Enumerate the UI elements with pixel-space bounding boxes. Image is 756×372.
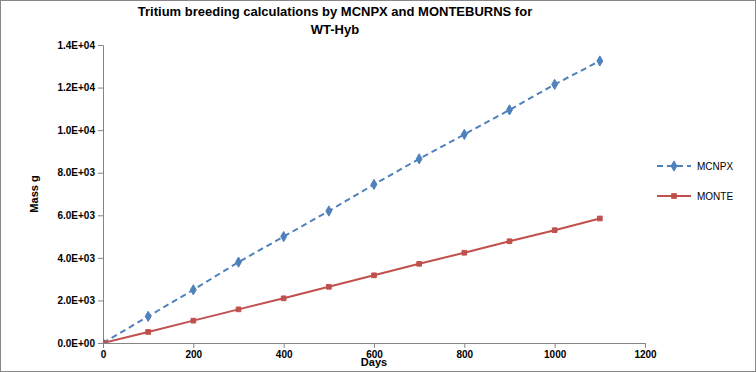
legend-label: MONTE bbox=[697, 191, 733, 202]
marker bbox=[417, 261, 422, 266]
marker bbox=[372, 273, 377, 278]
tick: 0 bbox=[101, 343, 107, 360]
marker bbox=[281, 231, 287, 241]
marker bbox=[103, 341, 105, 343]
legend-item: MONTE bbox=[657, 191, 733, 202]
axis-line bbox=[104, 344, 646, 349]
x-axis-title: Days bbox=[361, 356, 387, 368]
tick-mark bbox=[98, 343, 103, 344]
tick-mark bbox=[98, 130, 103, 131]
marker bbox=[371, 179, 377, 189]
y-axis-title: Mass g bbox=[28, 175, 40, 212]
title-line: WT-Hyb bbox=[311, 22, 359, 37]
tick: 6.0E+03 bbox=[57, 210, 103, 221]
legend-label: MCNPX bbox=[697, 161, 733, 172]
marker bbox=[552, 228, 557, 233]
tick-label: 4.0E+03 bbox=[57, 253, 95, 264]
legend-item: MCNPX bbox=[657, 161, 733, 172]
tick-label: 1.2E+04 bbox=[57, 82, 95, 93]
tick-mark bbox=[98, 173, 103, 174]
tick-label: 0 bbox=[101, 349, 107, 360]
tick: 400 bbox=[276, 343, 293, 360]
tick-mark bbox=[284, 343, 285, 348]
marker bbox=[461, 129, 467, 139]
plot: 0200400600800100012000.0E+002.0E+034.0E+… bbox=[57, 40, 657, 360]
marker bbox=[597, 216, 602, 221]
marker bbox=[146, 330, 151, 335]
tick-mark bbox=[98, 215, 103, 216]
tick-mark bbox=[98, 300, 103, 301]
chart-border bbox=[1, 1, 756, 372]
data-area bbox=[103, 56, 603, 343]
axis-line bbox=[98, 46, 104, 344]
tick-label: 200 bbox=[185, 349, 202, 360]
chart: 0200400600800100012000.0E+002.0E+034.0E+… bbox=[0, 0, 756, 372]
marker bbox=[507, 105, 513, 115]
marker bbox=[597, 56, 603, 66]
marker bbox=[236, 257, 242, 267]
tick: 1000 bbox=[544, 343, 567, 360]
marker bbox=[462, 250, 467, 255]
marker bbox=[416, 154, 422, 164]
tick: 800 bbox=[456, 343, 473, 360]
legend: MCNPX MONTE bbox=[657, 161, 733, 202]
tick: 4.0E+03 bbox=[57, 253, 103, 264]
legend-marker bbox=[672, 194, 677, 199]
marker bbox=[552, 79, 558, 89]
tick-label: 1000 bbox=[544, 349, 567, 360]
legend-marker bbox=[671, 161, 677, 171]
marker bbox=[103, 338, 106, 343]
tick-mark bbox=[645, 343, 646, 348]
tick-mark bbox=[555, 343, 556, 348]
tick-label: 1.4E+04 bbox=[57, 40, 95, 51]
tick-mark bbox=[193, 343, 194, 348]
series-line bbox=[103, 218, 600, 343]
title-line: Tritium breeding calculations by MCNPX a… bbox=[138, 4, 532, 19]
tick: 1.0E+04 bbox=[57, 125, 103, 136]
tick-label: 1200 bbox=[634, 349, 657, 360]
tick-label: 8.0E+03 bbox=[57, 167, 95, 178]
tick: 1.4E+04 bbox=[57, 40, 103, 51]
tick: 0.0E+00 bbox=[57, 338, 103, 349]
tick-label: 0.0E+00 bbox=[57, 338, 95, 349]
tick-mark bbox=[98, 88, 103, 89]
tick-mark bbox=[464, 343, 465, 348]
marker bbox=[326, 284, 331, 289]
tick-mark bbox=[98, 45, 103, 46]
tick-mark bbox=[374, 343, 375, 348]
marker bbox=[507, 239, 512, 244]
tick-label: 1.0E+04 bbox=[57, 125, 95, 136]
marker bbox=[191, 318, 196, 323]
tick-label: 2.0E+03 bbox=[57, 295, 95, 306]
tick: 2.0E+03 bbox=[57, 295, 103, 306]
marker bbox=[326, 206, 332, 216]
y-axis: 0.0E+00 2.0E+03 4.0E+03 6.0E+03 8.0E+03 1.0E+… bbox=[57, 40, 103, 349]
tick: 1.2E+04 bbox=[57, 82, 103, 93]
tick-label: 400 bbox=[276, 349, 293, 360]
tick-label: 6.0E+03 bbox=[57, 210, 95, 221]
series-line bbox=[103, 61, 600, 343]
tick: 200 bbox=[185, 343, 202, 360]
tick: 8.0E+03 bbox=[57, 167, 103, 178]
title: Tritium breeding calculations by MCNPX a… bbox=[138, 4, 532, 37]
marker bbox=[281, 296, 286, 301]
tick: 1200 bbox=[634, 343, 657, 360]
marker bbox=[190, 285, 196, 295]
tick-label: 800 bbox=[456, 349, 473, 360]
marker bbox=[236, 307, 241, 312]
tick-mark bbox=[98, 258, 103, 259]
marker bbox=[145, 311, 151, 321]
